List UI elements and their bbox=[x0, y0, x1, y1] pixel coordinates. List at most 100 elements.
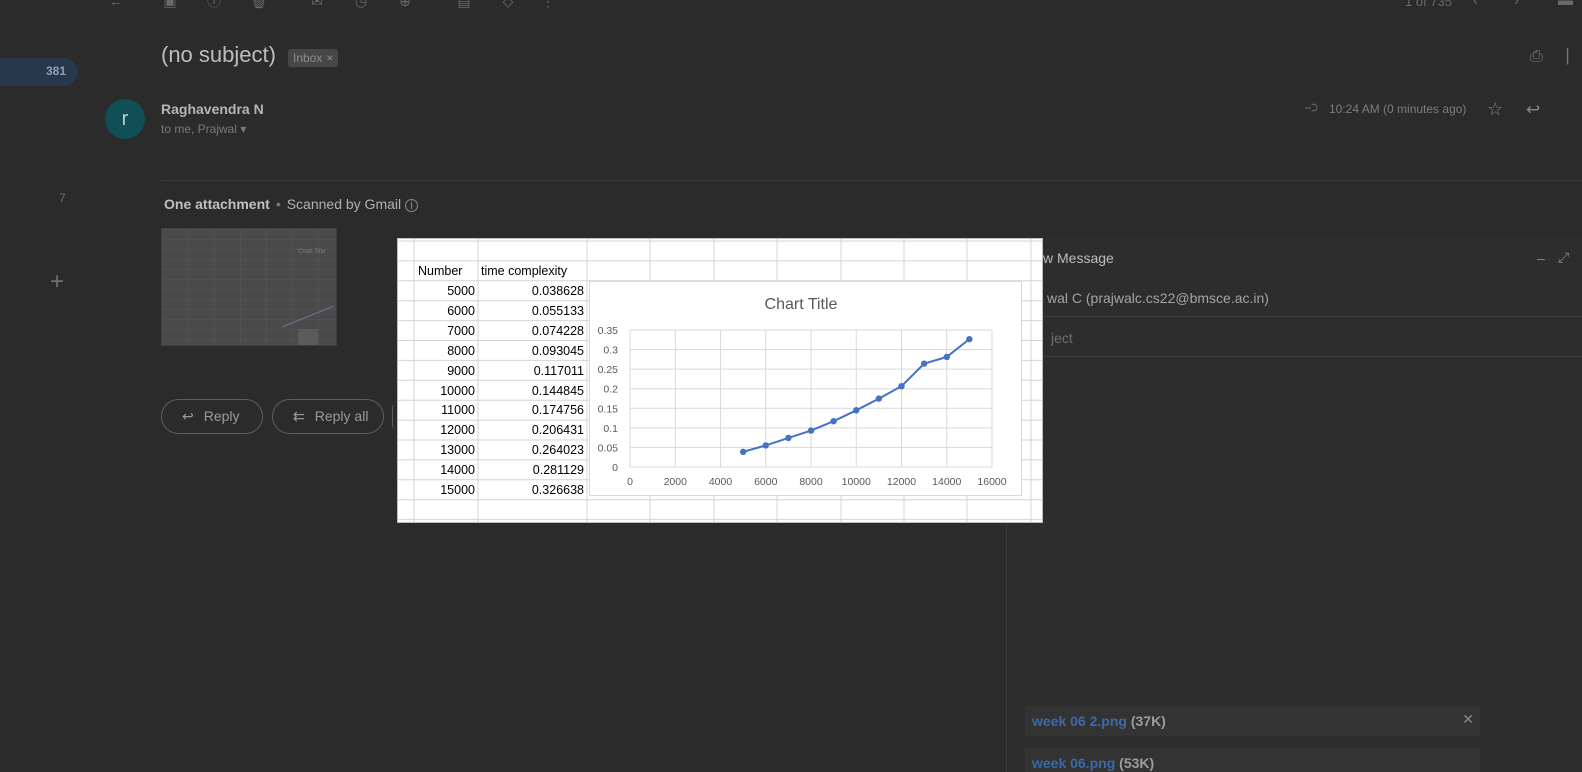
x-tick-label: 10000 bbox=[842, 476, 871, 488]
compose-to-field[interactable]: wal C (prajwalc.cs22@bmsce.ac.in) bbox=[1047, 290, 1269, 306]
inbox-label-chip: Inbox × bbox=[288, 49, 339, 67]
x-tick-label: 14000 bbox=[932, 476, 961, 488]
recipients-text: to me, Prajwal bbox=[161, 122, 238, 136]
plus-icon[interactable]: + bbox=[50, 268, 65, 295]
header-cell: time complexity bbox=[481, 264, 568, 278]
number-cell: 6000 bbox=[447, 303, 475, 318]
number-cell: 7000 bbox=[447, 323, 475, 338]
data-point bbox=[875, 395, 883, 402]
close-icon[interactable]: ✕ bbox=[1462, 711, 1474, 727]
data-point bbox=[785, 434, 792, 442]
data-point bbox=[830, 417, 837, 425]
reply-label: Reply bbox=[203, 408, 240, 424]
x-tick-label: 4000 bbox=[709, 476, 733, 488]
thumbnail-grid bbox=[162, 229, 336, 345]
email-subject: (no subject) bbox=[161, 42, 276, 67]
y-tick-label: 0.25 bbox=[598, 364, 619, 376]
y-tick-label: 0.3 bbox=[603, 345, 618, 357]
inbox-nav-item[interactable]: 381 bbox=[0, 58, 78, 86]
time-complexity-cell: 0.117011 bbox=[533, 363, 584, 378]
archive-icon[interactable]: ▣ bbox=[163, 0, 177, 9]
attachments-heading: One attachment • Scanned by Gmail i bbox=[164, 196, 419, 212]
header-cell: Number bbox=[418, 264, 463, 278]
compose-attachment[interactable]: week 06 2.png (37K) ✕ bbox=[1025, 706, 1480, 736]
time-complexity-cell: 0.174756 bbox=[531, 403, 584, 418]
forward-button[interactable] bbox=[392, 404, 398, 429]
number-cell: 12000 bbox=[440, 423, 475, 438]
minimize-icon[interactable]: – bbox=[1537, 250, 1545, 266]
remove-label-icon[interactable]: × bbox=[326, 51, 334, 65]
number-cell: 11000 bbox=[441, 403, 475, 418]
attachment-name[interactable]: week 06 2.png (37K) bbox=[1032, 713, 1166, 729]
reply-button[interactable]: ↩ Reply bbox=[161, 399, 263, 434]
report-icon[interactable]: ⓘ bbox=[207, 0, 221, 9]
thumbnail-corner bbox=[298, 329, 318, 345]
email-time: 10:24 AM (0 minutes ago) bbox=[1329, 102, 1467, 116]
chevron-down-icon: ▾ bbox=[240, 122, 247, 136]
compose-attachment[interactable]: week 06.png (53K) bbox=[1025, 748, 1480, 772]
delete-icon[interactable]: 🗑 bbox=[250, 0, 268, 9]
top-toolbar: ← ▣ ⓘ 🗑 ✉ ◷ ⊕ ▤ ◇ ⋮ 1 of 735 ‹ › ▬ bbox=[0, 0, 1582, 14]
pager-text: 1 of 735 bbox=[1405, 0, 1452, 9]
thumbnail-chart-title: Chart Title bbox=[298, 249, 326, 255]
data-point bbox=[966, 335, 973, 343]
attachment-thumbnail[interactable]: Chart Title bbox=[161, 228, 337, 346]
y-tick-label: 0.05 bbox=[598, 442, 619, 454]
x-tick-label: 8000 bbox=[799, 476, 823, 488]
y-tick-label: 0.1 bbox=[603, 423, 618, 435]
time-complexity-cell: 0.264023 bbox=[531, 443, 584, 458]
divider bbox=[1037, 356, 1582, 357]
compose-subject-field[interactable]: ject bbox=[1051, 330, 1073, 346]
chart: Chart Title 0 0.05 0.1 0.15 0.2 0.25 0.3 0.35 0 20… bbox=[589, 281, 1022, 496]
time-complexity-cell: 0.093045 bbox=[531, 343, 584, 358]
inbox-count: 381 bbox=[45, 64, 66, 78]
attachment-filename: week 06 2.png bbox=[1032, 713, 1127, 729]
attachment-icon: ⎯⊃ bbox=[1305, 100, 1319, 114]
star-icon[interactable]: ☆ bbox=[1487, 99, 1504, 119]
more-icon[interactable]: ⋮ bbox=[541, 0, 555, 9]
x-tick-label: 12000 bbox=[887, 476, 916, 488]
data-point bbox=[739, 448, 747, 456]
reply-icon: ↩ bbox=[182, 408, 194, 424]
attachments-count: One attachment bbox=[164, 196, 270, 212]
y-tick-label: 0.15 bbox=[598, 403, 619, 415]
data-point bbox=[807, 427, 815, 434]
time-complexity-cell: 0.038628 bbox=[531, 284, 584, 298]
number-cell: 9000 bbox=[447, 363, 475, 378]
image-preview: Number time complexity 5000 0.038628 6000 0… bbox=[397, 238, 1043, 523]
attachment-size: (37K) bbox=[1130, 713, 1166, 729]
chart-svg: Chart Title 0 0.05 0.1 0.15 0.2 0.25 0.3 0.35 0 20… bbox=[598, 296, 1007, 488]
separator-dot: • bbox=[275, 196, 281, 212]
reply-icon[interactable]: ↩ bbox=[1526, 100, 1541, 119]
prev-icon[interactable]: ‹ bbox=[1473, 0, 1478, 9]
data-point bbox=[898, 382, 905, 390]
time-complexity-cell: 0.055133 bbox=[531, 303, 584, 318]
scanned-text: Scanned by Gmail bbox=[286, 196, 402, 212]
back-icon[interactable]: ← bbox=[109, 0, 123, 9]
label-icon[interactable]: ◇ bbox=[502, 0, 514, 9]
x-tick-label: 16000 bbox=[977, 476, 1006, 488]
data-point bbox=[762, 442, 769, 449]
number-cell: 10000 bbox=[440, 383, 475, 398]
snooze-icon[interactable]: ◷ bbox=[354, 0, 368, 9]
next-icon[interactable]: › bbox=[1514, 0, 1519, 9]
y-tick-label: 0.2 bbox=[603, 384, 618, 396]
attachment-name[interactable]: week 06.png (53K) bbox=[1032, 755, 1154, 771]
data-point bbox=[853, 407, 860, 414]
data-point bbox=[943, 353, 950, 361]
settings-icon[interactable]: ▬ bbox=[1558, 0, 1573, 9]
number-cell: 13000 bbox=[440, 443, 475, 458]
attachment-size: (53K) bbox=[1119, 755, 1155, 771]
add-task-icon[interactable]: ⊕ bbox=[399, 0, 411, 9]
open-new-window-icon[interactable]: ▏ bbox=[1567, 48, 1578, 64]
info-icon[interactable]: i bbox=[405, 199, 419, 212]
print-icon[interactable]: ⎙ bbox=[1530, 48, 1543, 65]
mark-unread-icon[interactable]: ✉ bbox=[311, 0, 323, 9]
time-complexity-cell: 0.206431 bbox=[531, 423, 584, 438]
recipients-toggle[interactable]: to me, Prajwal ▾ bbox=[161, 122, 246, 136]
time-complexity-cell: 0.326638 bbox=[531, 483, 584, 497]
move-icon[interactable]: ▤ bbox=[457, 0, 471, 9]
reply-all-button[interactable]: ⇇ Reply all bbox=[272, 399, 384, 434]
expand-icon[interactable]: ⤢ bbox=[1558, 249, 1570, 265]
data-point bbox=[920, 360, 928, 367]
